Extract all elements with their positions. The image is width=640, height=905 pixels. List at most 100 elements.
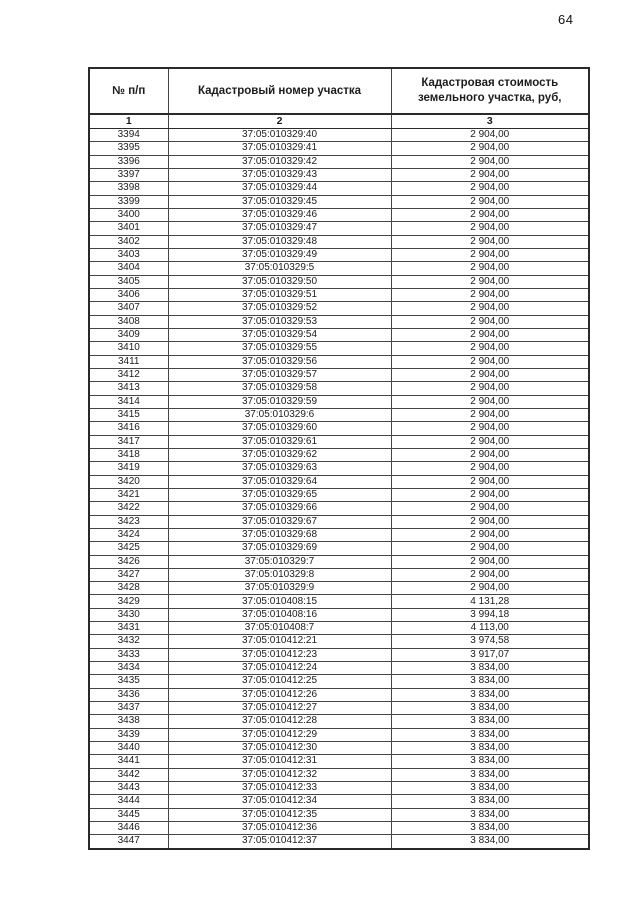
cadastral-number-cell: 37:05:010329:40	[167, 127, 392, 143]
cadastral-number-cell: 37:05:010329:59	[167, 394, 392, 409]
cadastral-value-cell: 2 904,00	[390, 234, 590, 249]
cadastral-number-cell: 37:05:010329:6	[167, 407, 392, 423]
row-number-cell: 3442	[88, 767, 169, 783]
table-row: 3430 37:05:010408:16 3 994,18	[88, 607, 590, 623]
table-row: 3428 37:05:010329:9 2 904,00	[88, 581, 590, 596]
cadastral-number-cell: 37:05:010329:57	[167, 367, 392, 383]
cadastral-number-cell: 37:05:010412:34	[167, 794, 392, 809]
table-row: 3413 37:05:010329:58 2 904,00	[88, 381, 590, 396]
cadastral-number-cell: 37:05:010329:64	[167, 474, 392, 489]
row-number-cell: 3429	[88, 594, 169, 609]
header-row: № п/п Кадастровый номер участка Кадастро…	[88, 67, 590, 115]
table-row: 3405 37:05:010329:50 2 904,00	[88, 274, 590, 289]
table-row: 3444 37:05:010412:34 3 834,00	[88, 794, 590, 809]
table-row: 3406 37:05:010329:51 2 904,00	[88, 287, 590, 303]
table-row: 3443 37:05:010412:33 3 834,00	[88, 781, 590, 796]
row-number-cell: 3422	[88, 501, 169, 516]
row-number-cell: 3417	[88, 434, 169, 449]
cadastral-value-cell: 3 974,58	[390, 634, 590, 649]
cadastral-value-cell: 2 904,00	[390, 367, 590, 383]
row-number-cell: 3440	[88, 741, 169, 756]
cadastral-number-cell: 37:05:010408:7	[167, 621, 392, 636]
cadastral-number-cell: 37:05:010329:45	[167, 194, 392, 209]
row-number-cell: 3414	[88, 394, 169, 409]
column-number-3: 3	[390, 113, 590, 129]
cadastral-value-cell: 2 904,00	[390, 501, 590, 516]
row-number-cell: 3407	[88, 301, 169, 316]
cadastral-value-cell: 2 904,00	[390, 581, 590, 596]
cadastral-value-cell: 2 904,00	[390, 154, 590, 169]
row-number-cell: 3405	[88, 274, 169, 289]
table-row: 3414 37:05:010329:59 2 904,00	[88, 394, 590, 409]
cadastral-number-cell: 37:05:010412:23	[167, 647, 392, 663]
row-number-cell: 3403	[88, 247, 169, 263]
table-row: 3415 37:05:010329:6 2 904,00	[88, 407, 590, 423]
cadastral-value-cell: 2 904,00	[390, 527, 590, 543]
table-row: 3398 37:05:010329:44 2 904,00	[88, 181, 590, 196]
row-number-cell: 3412	[88, 367, 169, 383]
cadastral-value-cell: 2 904,00	[390, 127, 590, 143]
table-row: 3412 37:05:010329:57 2 904,00	[88, 367, 590, 383]
cadastral-value-cell: 3 834,00	[390, 807, 590, 823]
cadastral-number-cell: 37:05:010412:30	[167, 741, 392, 756]
cadastral-value-cell: 3 834,00	[390, 727, 590, 743]
column-header-cadastral-number: Кадастровый номер участка	[167, 67, 392, 115]
row-number-cell: 3415	[88, 407, 169, 423]
table-row: 3421 37:05:010329:65 2 904,00	[88, 487, 590, 503]
row-number-cell: 3421	[88, 487, 169, 503]
row-number-cell: 3447	[88, 834, 169, 850]
cadastral-value-cell: 3 834,00	[390, 661, 590, 676]
cadastral-value-cell: 2 904,00	[390, 314, 590, 329]
table-row: 3411 37:05:010329:56 2 904,00	[88, 354, 590, 369]
cadastral-value-cell: 3 834,00	[390, 714, 590, 729]
cadastral-number-cell: 37:05:010329:54	[167, 327, 392, 343]
table-row: 3425 37:05:010329:69 2 904,00	[88, 541, 590, 556]
cadastral-number-cell: 37:05:010412:24	[167, 661, 392, 676]
table-row: 3400 37:05:010329:46 2 904,00	[88, 207, 590, 223]
cadastral-value-cell: 3 834,00	[390, 794, 590, 809]
row-number-cell: 3432	[88, 634, 169, 649]
table-row: 3395 37:05:010329:41 2 904,00	[88, 141, 590, 156]
cadastral-number-cell: 37:05:010329:50	[167, 274, 392, 289]
cadastral-number-cell: 37:05:010329:67	[167, 514, 392, 529]
row-number-cell: 3434	[88, 661, 169, 676]
cadastral-value-cell: 2 904,00	[390, 167, 590, 183]
cadastral-number-cell: 37:05:010412:33	[167, 781, 392, 796]
cadastral-value-cell: 2 904,00	[390, 181, 590, 196]
cadastral-value-cell: 2 904,00	[390, 394, 590, 409]
row-number-cell: 3427	[88, 567, 169, 583]
table-row: 3409 37:05:010329:54 2 904,00	[88, 327, 590, 343]
cadastral-value-cell: 2 904,00	[390, 381, 590, 396]
row-number-cell: 3397	[88, 167, 169, 183]
cadastral-number-cell: 37:05:010329:60	[167, 421, 392, 436]
cadastral-value-cell: 2 904,00	[390, 327, 590, 343]
table-row: 3420 37:05:010329:64 2 904,00	[88, 474, 590, 489]
row-number-cell: 3444	[88, 794, 169, 809]
row-number-cell: 3413	[88, 381, 169, 396]
cadastral-number-cell: 37:05:010412:27	[167, 701, 392, 716]
cadastral-number-cell: 37:05:010329:47	[167, 221, 392, 236]
cadastral-value-cell: 2 904,00	[390, 221, 590, 236]
cadastral-value-cell: 2 904,00	[390, 341, 590, 356]
row-number-cell: 3398	[88, 181, 169, 196]
row-number-cell: 3409	[88, 327, 169, 343]
table-row: 3396 37:05:010329:42 2 904,00	[88, 154, 590, 169]
cadastral-number-cell: 37:05:010329:7	[167, 554, 392, 569]
cadastral-number-cell: 37:05:010329:42	[167, 154, 392, 169]
cadastral-value-cell: 2 904,00	[390, 474, 590, 489]
cadastral-number-cell: 37:05:010329:41	[167, 141, 392, 156]
cadastral-number-cell: 37:05:010329:65	[167, 487, 392, 503]
row-number-cell: 3430	[88, 607, 169, 623]
cadastral-number-cell: 37:05:010329:5	[167, 261, 392, 276]
table-row: 3399 37:05:010329:45 2 904,00	[88, 194, 590, 209]
row-number-cell: 3410	[88, 341, 169, 356]
row-number-cell: 3423	[88, 514, 169, 529]
row-number-cell: 3402	[88, 234, 169, 249]
cadastral-number-cell: 37:05:010329:43	[167, 167, 392, 183]
table-row: 3440 37:05:010412:30 3 834,00	[88, 741, 590, 756]
row-number-cell: 3433	[88, 647, 169, 663]
row-number-cell: 3426	[88, 554, 169, 569]
table-row: 3441 37:05:010412:31 3 834,00	[88, 754, 590, 769]
cadastral-value-table: № п/п Кадастровый номер участка Кадастро…	[88, 67, 590, 850]
cadastral-value-cell: 2 904,00	[390, 447, 590, 463]
